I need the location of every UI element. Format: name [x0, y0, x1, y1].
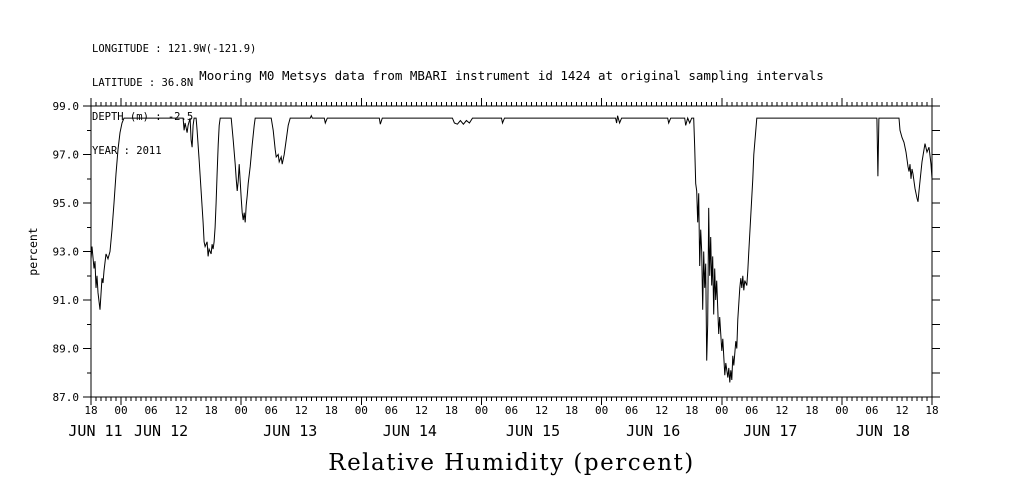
chart-title: Mooring M0 Metsys data from MBARI instru…: [199, 68, 824, 83]
x-hour-label: 06: [265, 404, 278, 417]
x-hour-label: 00: [235, 404, 248, 417]
x-hour-label: 18: [805, 404, 818, 417]
x-axis-caption: Relative Humidity (percent): [328, 450, 695, 476]
x-hour-label: 12: [535, 404, 548, 417]
x-hour-label: 18: [205, 404, 218, 417]
x-hour-label: 18: [925, 404, 938, 417]
x-day-label: JUN 15: [506, 422, 560, 440]
x-hour-label: 06: [144, 404, 157, 417]
x-hour-label: 06: [865, 404, 878, 417]
x-hour-label: 00: [355, 404, 368, 417]
x-hour-label: 18: [84, 404, 97, 417]
x-hour-label: 12: [895, 404, 908, 417]
x-hour-label: 06: [505, 404, 518, 417]
y-tick-label: 89.0: [53, 343, 80, 356]
metadata-longitude: LONGITUDE : 121.9W(-121.9): [92, 42, 257, 55]
metadata-block: LONGITUDE : 121.9W(-121.9) LATITUDE : 36…: [92, 21, 256, 181]
x-day-label: JUN 13: [263, 422, 317, 440]
x-day-label: JUN 11: [68, 422, 122, 440]
metadata-latitude: LATITUDE : 36.8N: [92, 77, 194, 90]
humidity-line: [90, 114, 933, 383]
x-day-label: JUN 18: [856, 422, 910, 440]
x-hour-label: 18: [445, 404, 458, 417]
x-hour-label: 12: [775, 404, 788, 417]
x-day-label: JUN 14: [383, 422, 437, 440]
x-hour-label: 00: [475, 404, 488, 417]
x-day-label: JUN 17: [743, 422, 797, 440]
y-tick-label: 91.0: [53, 294, 80, 307]
x-day-label: JUN 12: [134, 422, 188, 440]
y-tick-label: 95.0: [53, 197, 80, 210]
x-hour-label: 18: [325, 404, 338, 417]
metadata-year: YEAR : 2011: [92, 145, 162, 158]
x-hour-label: 18: [685, 404, 698, 417]
y-tick-label: 99.0: [53, 100, 80, 113]
y-axis-title: percent: [26, 227, 40, 275]
x-hour-label: 00: [595, 404, 608, 417]
x-hour-label: 00: [114, 404, 127, 417]
y-tick-label: 87.0: [53, 391, 80, 404]
x-hour-label: 12: [655, 404, 668, 417]
x-hour-label: 00: [715, 404, 728, 417]
x-hour-label: 12: [174, 404, 187, 417]
x-day-label: JUN 16: [626, 422, 680, 440]
x-hour-label: 06: [745, 404, 758, 417]
x-hour-label: 12: [415, 404, 428, 417]
x-hour-label: 06: [385, 404, 398, 417]
x-hour-label: 06: [625, 404, 638, 417]
x-hour-label: 18: [565, 404, 578, 417]
y-tick-label: 97.0: [53, 149, 80, 162]
y-tick-label: 93.0: [53, 246, 80, 259]
metadata-depth: DEPTH (m) : -2.5: [92, 111, 194, 124]
x-hour-label: 12: [295, 404, 308, 417]
plot-frame: [90, 105, 933, 398]
x-hour-label: 00: [835, 404, 848, 417]
